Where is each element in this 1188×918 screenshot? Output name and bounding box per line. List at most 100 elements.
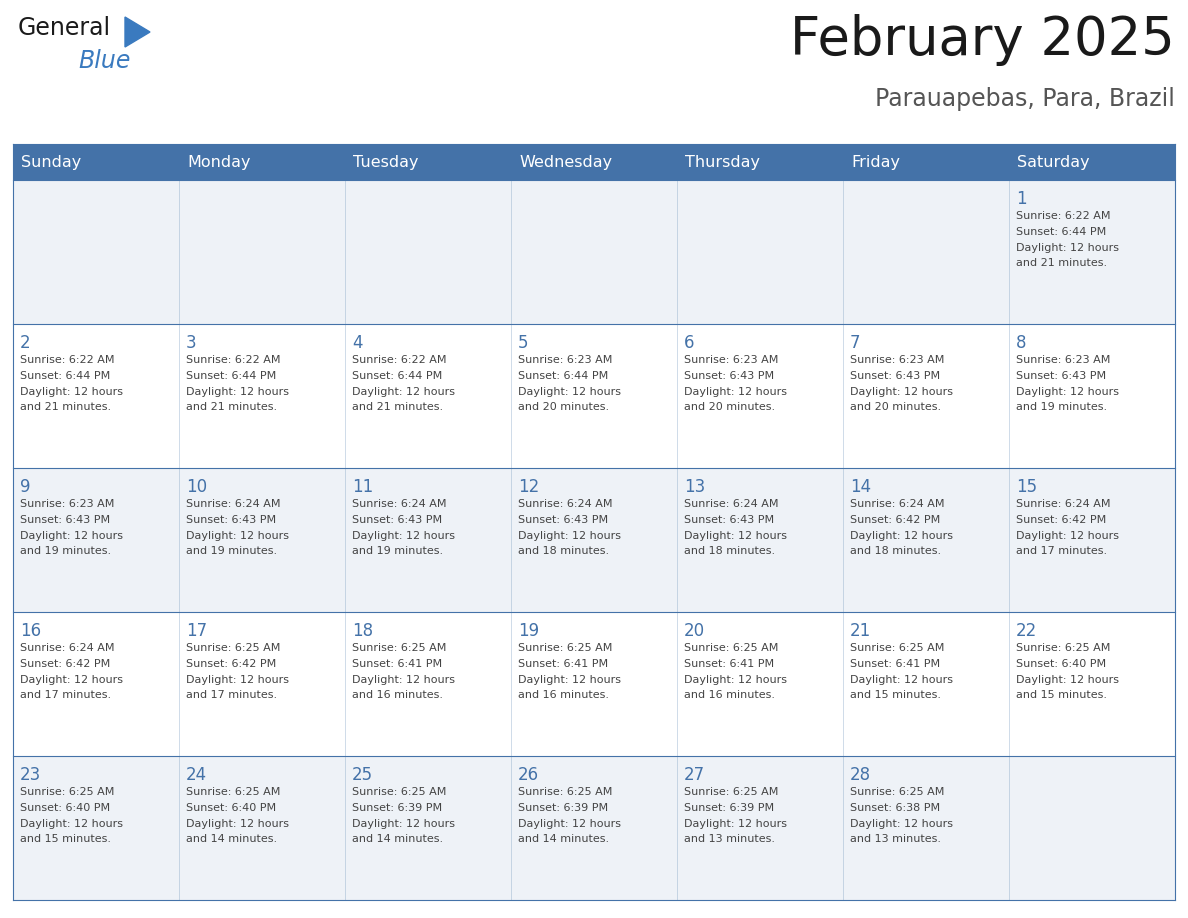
Text: 16: 16: [20, 622, 42, 640]
Text: Daylight: 12 hours: Daylight: 12 hours: [187, 386, 289, 397]
Text: 8: 8: [1016, 334, 1026, 352]
Text: Daylight: 12 hours: Daylight: 12 hours: [849, 819, 953, 829]
Text: Sunset: 6:44 PM: Sunset: 6:44 PM: [352, 371, 442, 381]
Text: Sunrise: 6:22 AM: Sunrise: 6:22 AM: [1016, 211, 1111, 221]
Text: Daylight: 12 hours: Daylight: 12 hours: [684, 386, 786, 397]
Text: 9: 9: [20, 478, 31, 496]
Text: Sunset: 6:44 PM: Sunset: 6:44 PM: [1016, 227, 1106, 237]
Text: Sunset: 6:43 PM: Sunset: 6:43 PM: [352, 515, 442, 525]
Text: Sunrise: 6:23 AM: Sunrise: 6:23 AM: [1016, 355, 1111, 365]
Text: and 21 minutes.: and 21 minutes.: [20, 402, 112, 412]
Text: and 21 minutes.: and 21 minutes.: [187, 402, 277, 412]
Text: Sunset: 6:39 PM: Sunset: 6:39 PM: [684, 803, 775, 812]
Text: and 17 minutes.: and 17 minutes.: [20, 690, 112, 700]
Bar: [13, 612, 1175, 756]
Text: Sunrise: 6:25 AM: Sunrise: 6:25 AM: [187, 643, 280, 653]
Text: 22: 22: [1016, 622, 1037, 640]
Text: 26: 26: [518, 766, 539, 784]
Text: 24: 24: [187, 766, 207, 784]
Text: Thursday: Thursday: [685, 154, 760, 170]
Text: Sunrise: 6:24 AM: Sunrise: 6:24 AM: [20, 643, 114, 653]
Text: 2: 2: [20, 334, 31, 352]
Text: 25: 25: [352, 766, 373, 784]
Text: and 14 minutes.: and 14 minutes.: [518, 834, 609, 845]
Text: Daylight: 12 hours: Daylight: 12 hours: [20, 819, 124, 829]
Text: Saturday: Saturday: [1017, 154, 1089, 170]
Text: Sunrise: 6:25 AM: Sunrise: 6:25 AM: [187, 787, 280, 797]
Text: Sunset: 6:40 PM: Sunset: 6:40 PM: [20, 803, 110, 812]
Text: Daylight: 12 hours: Daylight: 12 hours: [849, 386, 953, 397]
Text: 17: 17: [187, 622, 207, 640]
Text: Sunset: 6:43 PM: Sunset: 6:43 PM: [518, 515, 608, 525]
Text: Daylight: 12 hours: Daylight: 12 hours: [1016, 531, 1119, 541]
Text: General: General: [18, 16, 112, 40]
Text: Sunset: 6:41 PM: Sunset: 6:41 PM: [684, 659, 775, 669]
Text: and 19 minutes.: and 19 minutes.: [1016, 402, 1107, 412]
Text: 5: 5: [518, 334, 529, 352]
Text: and 15 minutes.: and 15 minutes.: [849, 690, 941, 700]
Text: Sunset: 6:40 PM: Sunset: 6:40 PM: [187, 803, 276, 812]
Text: 3: 3: [187, 334, 197, 352]
Text: Daylight: 12 hours: Daylight: 12 hours: [352, 675, 455, 685]
Text: Tuesday: Tuesday: [353, 154, 418, 170]
Text: Sunrise: 6:24 AM: Sunrise: 6:24 AM: [518, 499, 613, 509]
Text: Sunset: 6:39 PM: Sunset: 6:39 PM: [518, 803, 608, 812]
Text: Sunset: 6:41 PM: Sunset: 6:41 PM: [352, 659, 442, 669]
Text: and 17 minutes.: and 17 minutes.: [187, 690, 277, 700]
Text: Daylight: 12 hours: Daylight: 12 hours: [849, 531, 953, 541]
Text: Sunday: Sunday: [21, 154, 81, 170]
Text: Daylight: 12 hours: Daylight: 12 hours: [20, 386, 124, 397]
Text: and 16 minutes.: and 16 minutes.: [518, 690, 609, 700]
Text: Sunrise: 6:22 AM: Sunrise: 6:22 AM: [352, 355, 447, 365]
Text: Sunrise: 6:23 AM: Sunrise: 6:23 AM: [849, 355, 944, 365]
Text: Daylight: 12 hours: Daylight: 12 hours: [1016, 675, 1119, 685]
Text: Sunrise: 6:23 AM: Sunrise: 6:23 AM: [518, 355, 612, 365]
Text: Sunrise: 6:23 AM: Sunrise: 6:23 AM: [684, 355, 778, 365]
Text: 15: 15: [1016, 478, 1037, 496]
Text: and 16 minutes.: and 16 minutes.: [352, 690, 443, 700]
Bar: [13, 144, 1175, 180]
Text: Sunset: 6:42 PM: Sunset: 6:42 PM: [849, 515, 940, 525]
Text: Daylight: 12 hours: Daylight: 12 hours: [684, 531, 786, 541]
Text: Sunset: 6:39 PM: Sunset: 6:39 PM: [352, 803, 442, 812]
Text: and 20 minutes.: and 20 minutes.: [684, 402, 775, 412]
Text: and 21 minutes.: and 21 minutes.: [1016, 258, 1107, 268]
Bar: [13, 324, 1175, 468]
Text: Parauapebas, Para, Brazil: Parauapebas, Para, Brazil: [876, 87, 1175, 111]
Text: and 19 minutes.: and 19 minutes.: [20, 546, 112, 556]
Text: Sunrise: 6:22 AM: Sunrise: 6:22 AM: [20, 355, 114, 365]
Text: 7: 7: [849, 334, 860, 352]
Text: Sunrise: 6:24 AM: Sunrise: 6:24 AM: [352, 499, 447, 509]
Text: Daylight: 12 hours: Daylight: 12 hours: [20, 531, 124, 541]
Text: Sunset: 6:40 PM: Sunset: 6:40 PM: [1016, 659, 1106, 669]
Text: Sunset: 6:43 PM: Sunset: 6:43 PM: [1016, 371, 1106, 381]
Text: Daylight: 12 hours: Daylight: 12 hours: [352, 819, 455, 829]
Text: and 15 minutes.: and 15 minutes.: [20, 834, 110, 845]
Text: Sunset: 6:42 PM: Sunset: 6:42 PM: [1016, 515, 1106, 525]
Text: Daylight: 12 hours: Daylight: 12 hours: [1016, 386, 1119, 397]
Polygon shape: [125, 17, 150, 47]
Text: and 19 minutes.: and 19 minutes.: [187, 546, 277, 556]
Text: Sunrise: 6:25 AM: Sunrise: 6:25 AM: [1016, 643, 1111, 653]
Text: Sunrise: 6:23 AM: Sunrise: 6:23 AM: [20, 499, 114, 509]
Text: Daylight: 12 hours: Daylight: 12 hours: [849, 675, 953, 685]
Text: Sunset: 6:42 PM: Sunset: 6:42 PM: [187, 659, 277, 669]
Text: Daylight: 12 hours: Daylight: 12 hours: [187, 531, 289, 541]
Text: Daylight: 12 hours: Daylight: 12 hours: [518, 531, 621, 541]
Text: Monday: Monday: [187, 154, 251, 170]
Text: and 13 minutes.: and 13 minutes.: [849, 834, 941, 845]
Text: Sunset: 6:41 PM: Sunset: 6:41 PM: [518, 659, 608, 669]
Text: and 19 minutes.: and 19 minutes.: [352, 546, 443, 556]
Bar: [13, 756, 1175, 900]
Text: Sunset: 6:41 PM: Sunset: 6:41 PM: [849, 659, 940, 669]
Text: 10: 10: [187, 478, 207, 496]
Text: Daylight: 12 hours: Daylight: 12 hours: [684, 819, 786, 829]
Text: Sunrise: 6:25 AM: Sunrise: 6:25 AM: [352, 787, 447, 797]
Text: Daylight: 12 hours: Daylight: 12 hours: [352, 386, 455, 397]
Text: Sunset: 6:38 PM: Sunset: 6:38 PM: [849, 803, 940, 812]
Text: and 17 minutes.: and 17 minutes.: [1016, 546, 1107, 556]
Text: 21: 21: [849, 622, 871, 640]
Text: Wednesday: Wednesday: [519, 154, 612, 170]
Text: Daylight: 12 hours: Daylight: 12 hours: [684, 675, 786, 685]
Text: Sunrise: 6:24 AM: Sunrise: 6:24 AM: [849, 499, 944, 509]
